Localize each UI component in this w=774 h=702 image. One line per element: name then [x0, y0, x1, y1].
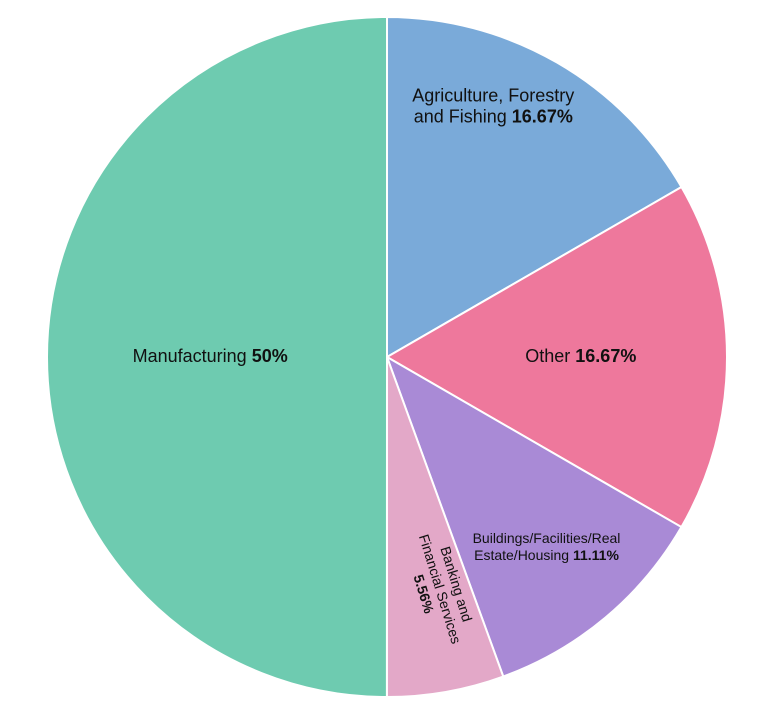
- value-label: 16.67%: [575, 346, 637, 367]
- slice-label: Other 16.67%: [431, 346, 731, 368]
- pie-slice: [385, 185, 728, 529]
- value-label: 50%: [251, 346, 288, 367]
- pie-slice: [45, 15, 388, 699]
- pie-slice: [386, 15, 683, 359]
- slice-label: Agriculture, Forestry and Fishing 16.67%: [411, 85, 576, 128]
- pie-slice: [385, 354, 683, 678]
- slice-label: Manufacturing 50%: [50, 346, 370, 368]
- slice-label: Buildings/Facilities/Real Estate/Housing…: [447, 530, 647, 564]
- category-name: Agriculture, Forestry and Fishing: [412, 85, 575, 127]
- value-label: 11.11%: [572, 547, 619, 564]
- category-name: Other: [525, 346, 571, 367]
- category-name: Buildings/Facilities/Real Estate/Housing: [472, 530, 621, 564]
- category-name: Manufacturing: [132, 346, 247, 367]
- value-label: 16.67%: [511, 106, 573, 127]
